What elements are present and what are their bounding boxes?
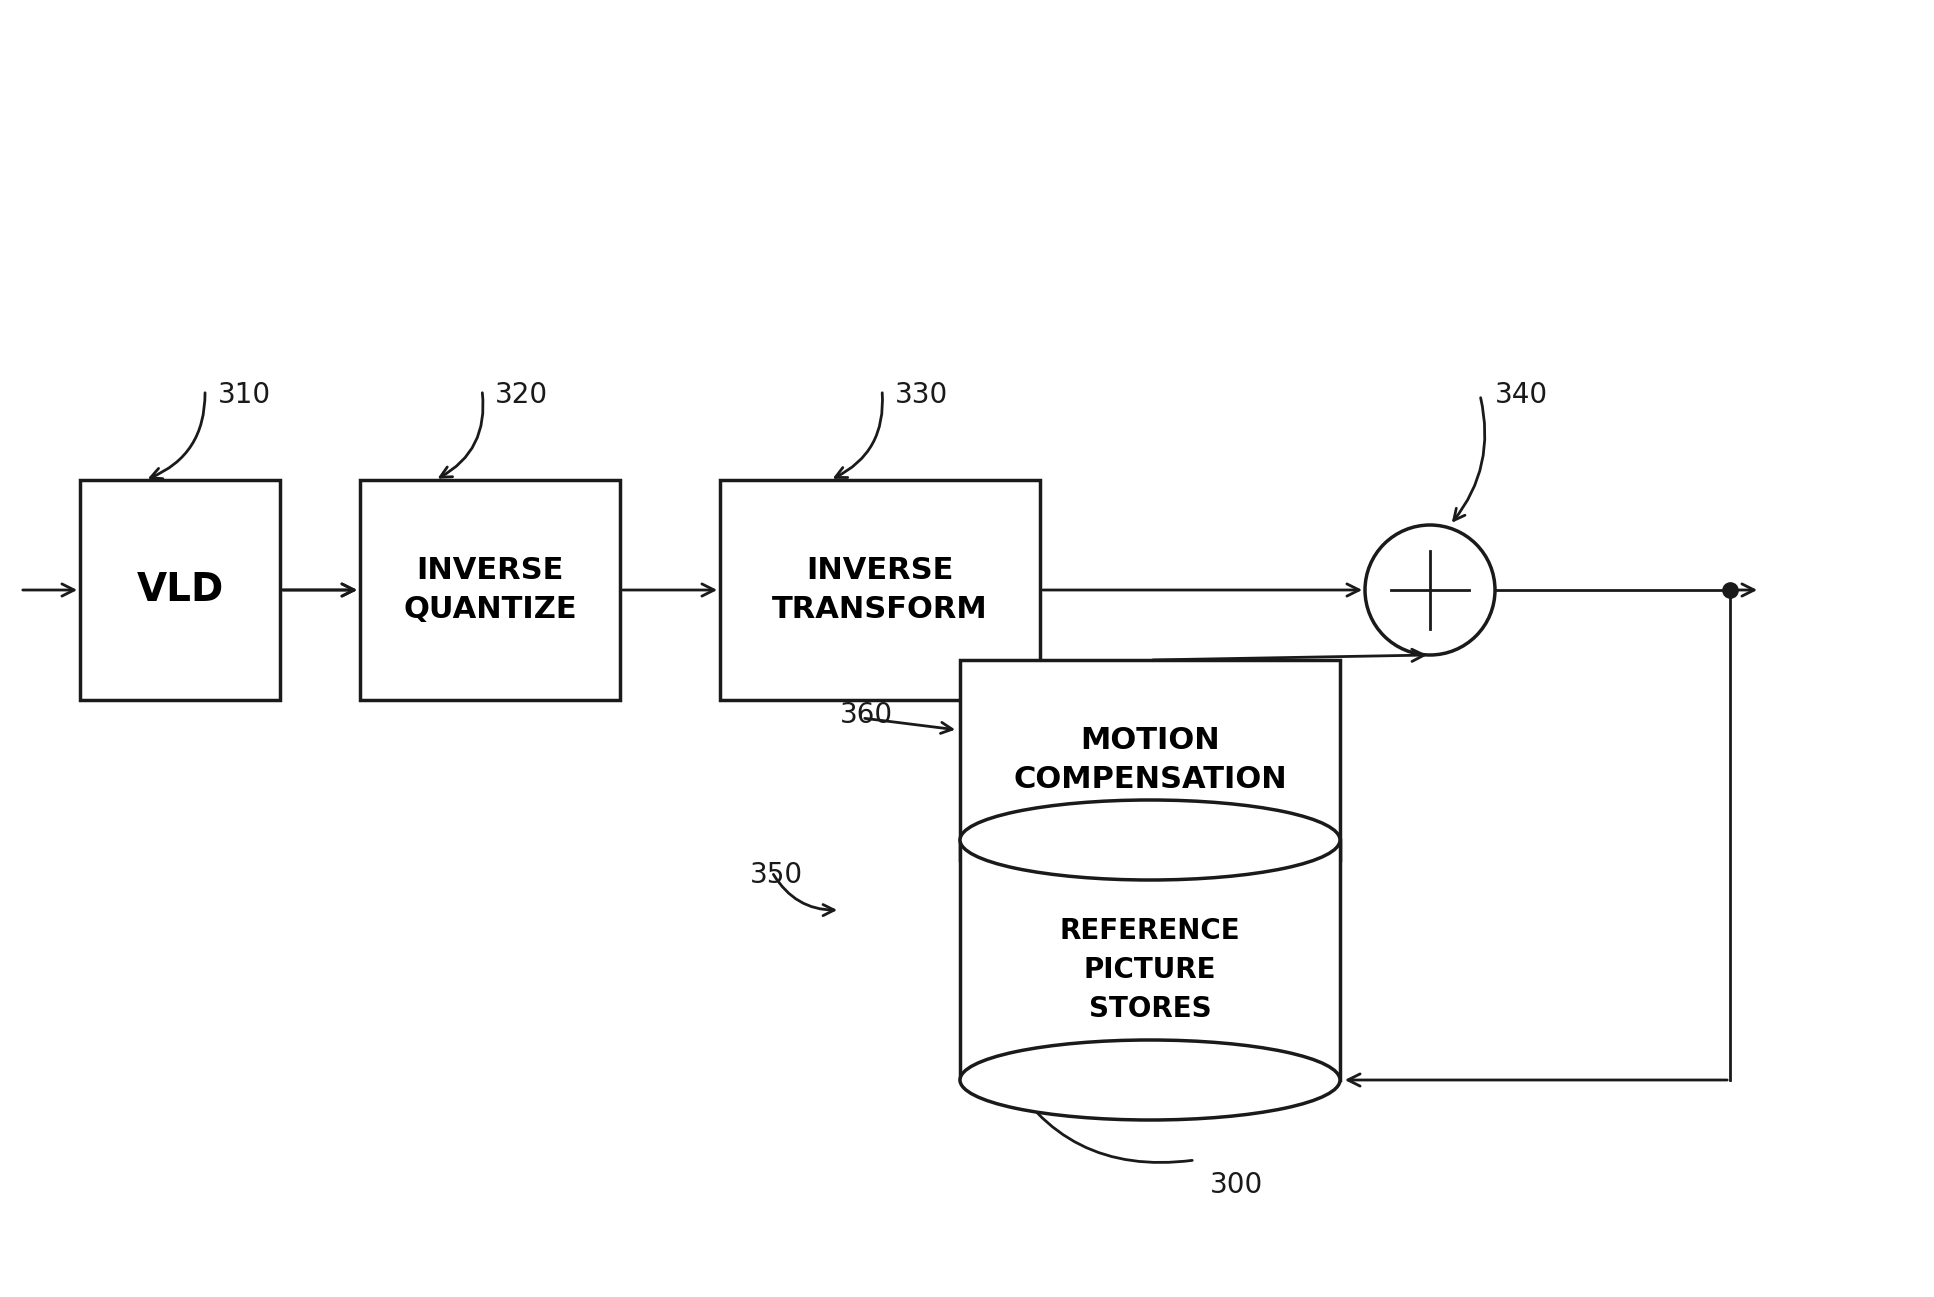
Text: 350: 350 — [750, 861, 803, 888]
Bar — [79, 480, 280, 700]
Text: REFERENCE
PICTURE
STORES: REFERENCE PICTURE STORES — [1060, 917, 1240, 1023]
Text: 320: 320 — [495, 381, 547, 409]
FancyArrowPatch shape — [864, 719, 952, 733]
Text: INVERSE
QUANTIZE: INVERSE QUANTIZE — [402, 556, 576, 624]
Text: 360: 360 — [839, 700, 894, 729]
FancyArrowPatch shape — [1454, 398, 1485, 520]
Bar — [959, 840, 1340, 1080]
FancyArrowPatch shape — [835, 393, 882, 477]
Text: 310: 310 — [219, 381, 271, 409]
FancyArrowPatch shape — [151, 393, 205, 479]
Bar — [719, 480, 1040, 700]
Bar — [360, 480, 621, 700]
Ellipse shape — [959, 800, 1340, 879]
FancyArrowPatch shape — [441, 393, 484, 477]
Text: 340: 340 — [1495, 381, 1547, 409]
Ellipse shape — [959, 1040, 1340, 1121]
FancyArrowPatch shape — [1004, 1065, 1191, 1162]
Bar — [959, 660, 1340, 860]
Text: INVERSE
TRANSFORM: INVERSE TRANSFORM — [772, 556, 988, 624]
Text: 300: 300 — [1211, 1171, 1263, 1198]
Text: MOTION
COMPENSATION: MOTION COMPENSATION — [1013, 726, 1286, 794]
Text: VLD: VLD — [137, 571, 224, 610]
Text: 330: 330 — [895, 381, 948, 409]
FancyArrowPatch shape — [774, 874, 834, 916]
